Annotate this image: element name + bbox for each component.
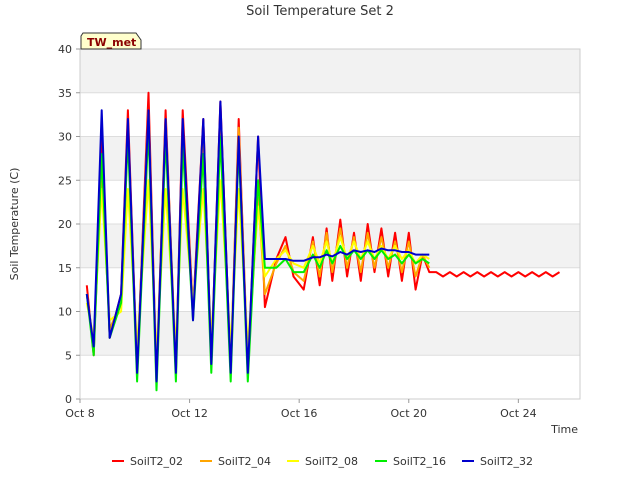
y-tick-label: 30	[58, 131, 72, 144]
x-tick-label: Oct 12	[171, 407, 208, 420]
y-tick-label: 5	[65, 349, 72, 362]
plot-band	[80, 311, 580, 356]
y-tick-label: 25	[58, 174, 72, 187]
x-tick-label: Oct 20	[391, 407, 428, 420]
y-axis-ticks: 0 5 10 15 20 25 30 35 40	[58, 43, 80, 406]
y-tick-label: 20	[58, 218, 72, 231]
x-tick-label: Oct 24	[500, 407, 537, 420]
plot-band	[80, 180, 580, 224]
y-tick-label: 35	[58, 87, 72, 100]
x-tick-label: Oct 8	[65, 407, 95, 420]
y-tick-label: 0	[65, 393, 72, 406]
legend-label: SoilT2_08	[305, 455, 358, 468]
legend-label: SoilT2_04	[218, 455, 271, 468]
y-tick-label: 10	[58, 306, 72, 319]
plot-band	[80, 355, 580, 399]
tw-met-badge: TW_met	[80, 32, 142, 50]
plot-band	[80, 49, 580, 93]
legend: SoilT2_02 SoilT2_04 SoilT2_08 SoilT2_16 Soil…	[112, 455, 533, 468]
x-axis-label: Time	[550, 423, 578, 436]
x-axis-ticks: Oct 8 Oct 12 Oct 16 Oct 20 Oct 24	[65, 399, 537, 420]
legend-label: SoilT2_16	[393, 455, 446, 468]
chart-title: Soil Temperature Set 2	[246, 4, 394, 19]
badge-box	[80, 32, 142, 50]
legend-label: SoilT2_32	[480, 455, 533, 468]
legend-label: SoilT2_02	[130, 455, 183, 468]
y-tick-label: 15	[58, 262, 72, 275]
series-line-soilt2-32	[85, 100, 430, 383]
x-tick-label: Oct 16	[281, 407, 318, 420]
y-axis-label: Soil Temperature (C)	[8, 168, 21, 281]
series-layer	[85, 91, 561, 392]
plot-band	[80, 92, 580, 137]
badge-label: TW_met	[87, 36, 136, 49]
y-tick-label: 40	[58, 43, 72, 56]
plot-band	[80, 136, 580, 181]
